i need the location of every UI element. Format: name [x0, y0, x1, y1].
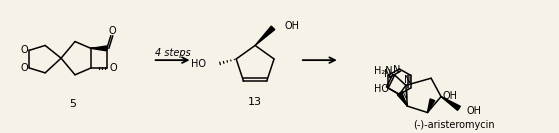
Text: N: N: [401, 91, 408, 101]
Polygon shape: [91, 46, 107, 51]
Text: OH: OH: [442, 91, 457, 101]
Text: O: O: [108, 26, 116, 36]
Text: (-)-aristeromycin: (-)-aristeromycin: [413, 120, 495, 130]
Text: HO: HO: [191, 59, 206, 69]
Polygon shape: [441, 97, 460, 110]
Text: 4 steps: 4 steps: [155, 48, 191, 58]
Text: HO: HO: [375, 84, 390, 94]
Polygon shape: [255, 26, 275, 45]
Text: 13: 13: [248, 97, 262, 107]
Polygon shape: [397, 92, 408, 106]
Text: OH: OH: [285, 21, 300, 31]
Text: O: O: [21, 63, 28, 73]
Polygon shape: [428, 99, 435, 113]
Text: O: O: [21, 45, 28, 55]
Text: N: N: [404, 75, 411, 85]
Text: H₂N: H₂N: [374, 66, 393, 76]
Text: OH: OH: [467, 106, 482, 116]
Text: N: N: [383, 69, 391, 79]
Text: N: N: [393, 65, 400, 75]
Text: O: O: [109, 63, 117, 73]
Text: 5: 5: [69, 99, 77, 109]
